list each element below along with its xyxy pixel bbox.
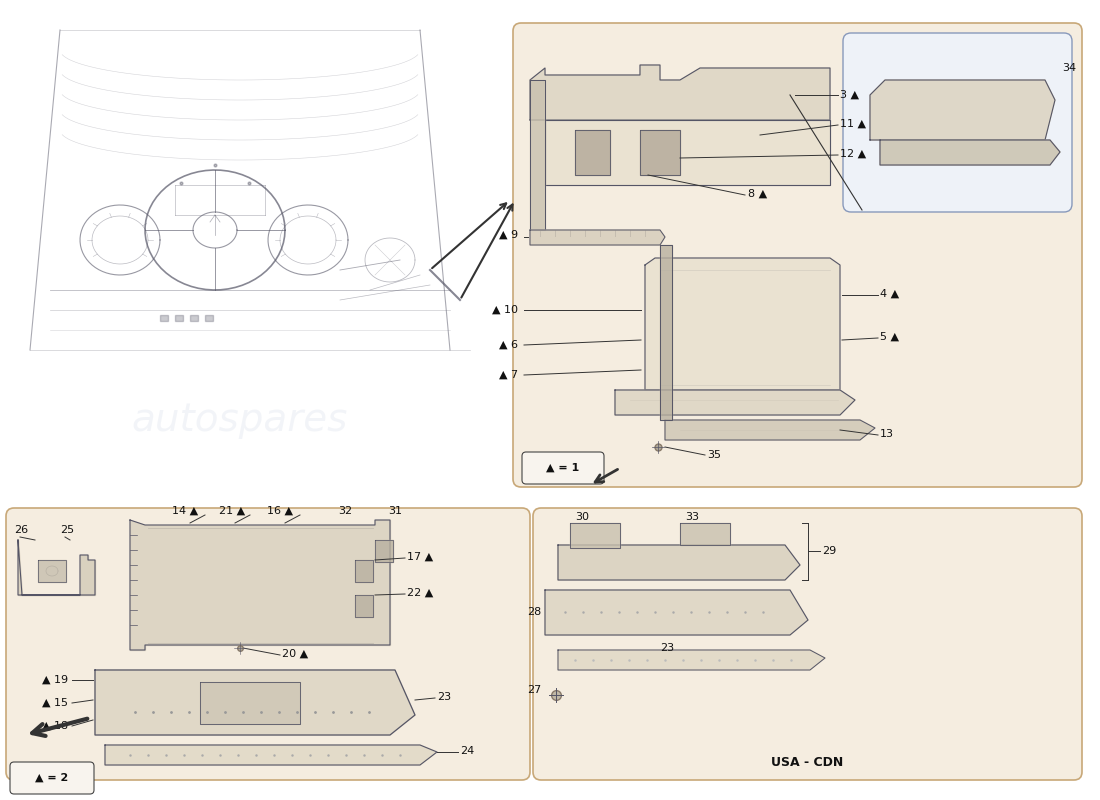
Text: 5 ▲: 5 ▲ [880, 332, 899, 342]
Polygon shape [558, 650, 825, 670]
Bar [175, 315, 183, 321]
Polygon shape [615, 390, 855, 415]
Bar [190, 315, 198, 321]
Text: 30: 30 [575, 512, 589, 522]
FancyBboxPatch shape [6, 508, 530, 780]
Text: 8 ▲: 8 ▲ [748, 189, 767, 199]
Text: 32: 32 [338, 506, 352, 516]
Text: ▲ 19: ▲ 19 [42, 675, 68, 685]
Polygon shape [666, 420, 874, 440]
Text: 23: 23 [660, 643, 674, 653]
Text: 17 ▲: 17 ▲ [407, 552, 433, 562]
Text: 22 ▲: 22 ▲ [407, 588, 433, 598]
Text: 20 ▲: 20 ▲ [282, 649, 308, 659]
Polygon shape [544, 120, 830, 185]
Bar [355, 560, 373, 582]
Bar [355, 595, 373, 617]
Text: 4 ▲: 4 ▲ [880, 289, 899, 299]
Text: ▲ 10: ▲ 10 [492, 305, 518, 315]
Polygon shape [18, 540, 95, 595]
Polygon shape [95, 670, 415, 735]
Text: ▲ 9: ▲ 9 [499, 230, 518, 240]
Text: 21 ▲: 21 ▲ [219, 506, 245, 516]
Text: 3 ▲: 3 ▲ [840, 90, 859, 100]
Polygon shape [660, 245, 672, 420]
Text: 11 ▲: 11 ▲ [840, 119, 866, 129]
Text: 13: 13 [880, 429, 894, 439]
FancyBboxPatch shape [534, 508, 1082, 780]
Text: 31: 31 [388, 506, 401, 516]
Polygon shape [530, 230, 666, 245]
Polygon shape [870, 80, 1055, 140]
Text: 25: 25 [60, 525, 74, 535]
Bar [39, 560, 66, 582]
Text: ▲ = 2: ▲ = 2 [35, 773, 68, 783]
Text: ▲ 7: ▲ 7 [499, 370, 518, 380]
Text: 24: 24 [460, 746, 474, 756]
Text: 34: 34 [1062, 63, 1076, 73]
Polygon shape [570, 523, 620, 548]
FancyBboxPatch shape [513, 23, 1082, 487]
Polygon shape [645, 258, 840, 390]
Text: autospares: autospares [132, 401, 349, 439]
Bar [375, 540, 393, 562]
Text: 29: 29 [822, 546, 836, 556]
FancyBboxPatch shape [10, 762, 94, 794]
Text: ▲ 6: ▲ 6 [499, 340, 518, 350]
Polygon shape [130, 520, 390, 650]
Text: USA - CDN: USA - CDN [771, 755, 843, 769]
Text: 23: 23 [437, 692, 451, 702]
Text: ▲ 18: ▲ 18 [42, 721, 68, 731]
Text: ▲ 15: ▲ 15 [42, 698, 68, 708]
Polygon shape [558, 545, 800, 580]
Polygon shape [530, 80, 544, 230]
Polygon shape [104, 745, 437, 765]
Text: 33: 33 [685, 512, 698, 522]
Text: 27: 27 [527, 685, 541, 695]
Text: 14 ▲: 14 ▲ [172, 506, 198, 516]
Text: 16 ▲: 16 ▲ [267, 506, 293, 516]
Bar [205, 315, 213, 321]
Text: 28: 28 [527, 607, 541, 617]
Polygon shape [680, 523, 730, 545]
Polygon shape [575, 130, 611, 175]
Text: autospares: autospares [621, 631, 838, 669]
Polygon shape [544, 590, 808, 635]
Bar [160, 315, 168, 321]
Polygon shape [640, 130, 680, 175]
Text: autospares: autospares [621, 291, 838, 329]
Polygon shape [530, 65, 830, 120]
FancyBboxPatch shape [522, 452, 604, 484]
Bar [200, 682, 300, 724]
Text: 35: 35 [707, 450, 721, 460]
FancyBboxPatch shape [843, 33, 1072, 212]
Text: 12 ▲: 12 ▲ [840, 149, 866, 159]
Text: ▲ = 1: ▲ = 1 [547, 463, 580, 473]
Polygon shape [880, 140, 1060, 165]
Text: 26: 26 [14, 525, 29, 535]
